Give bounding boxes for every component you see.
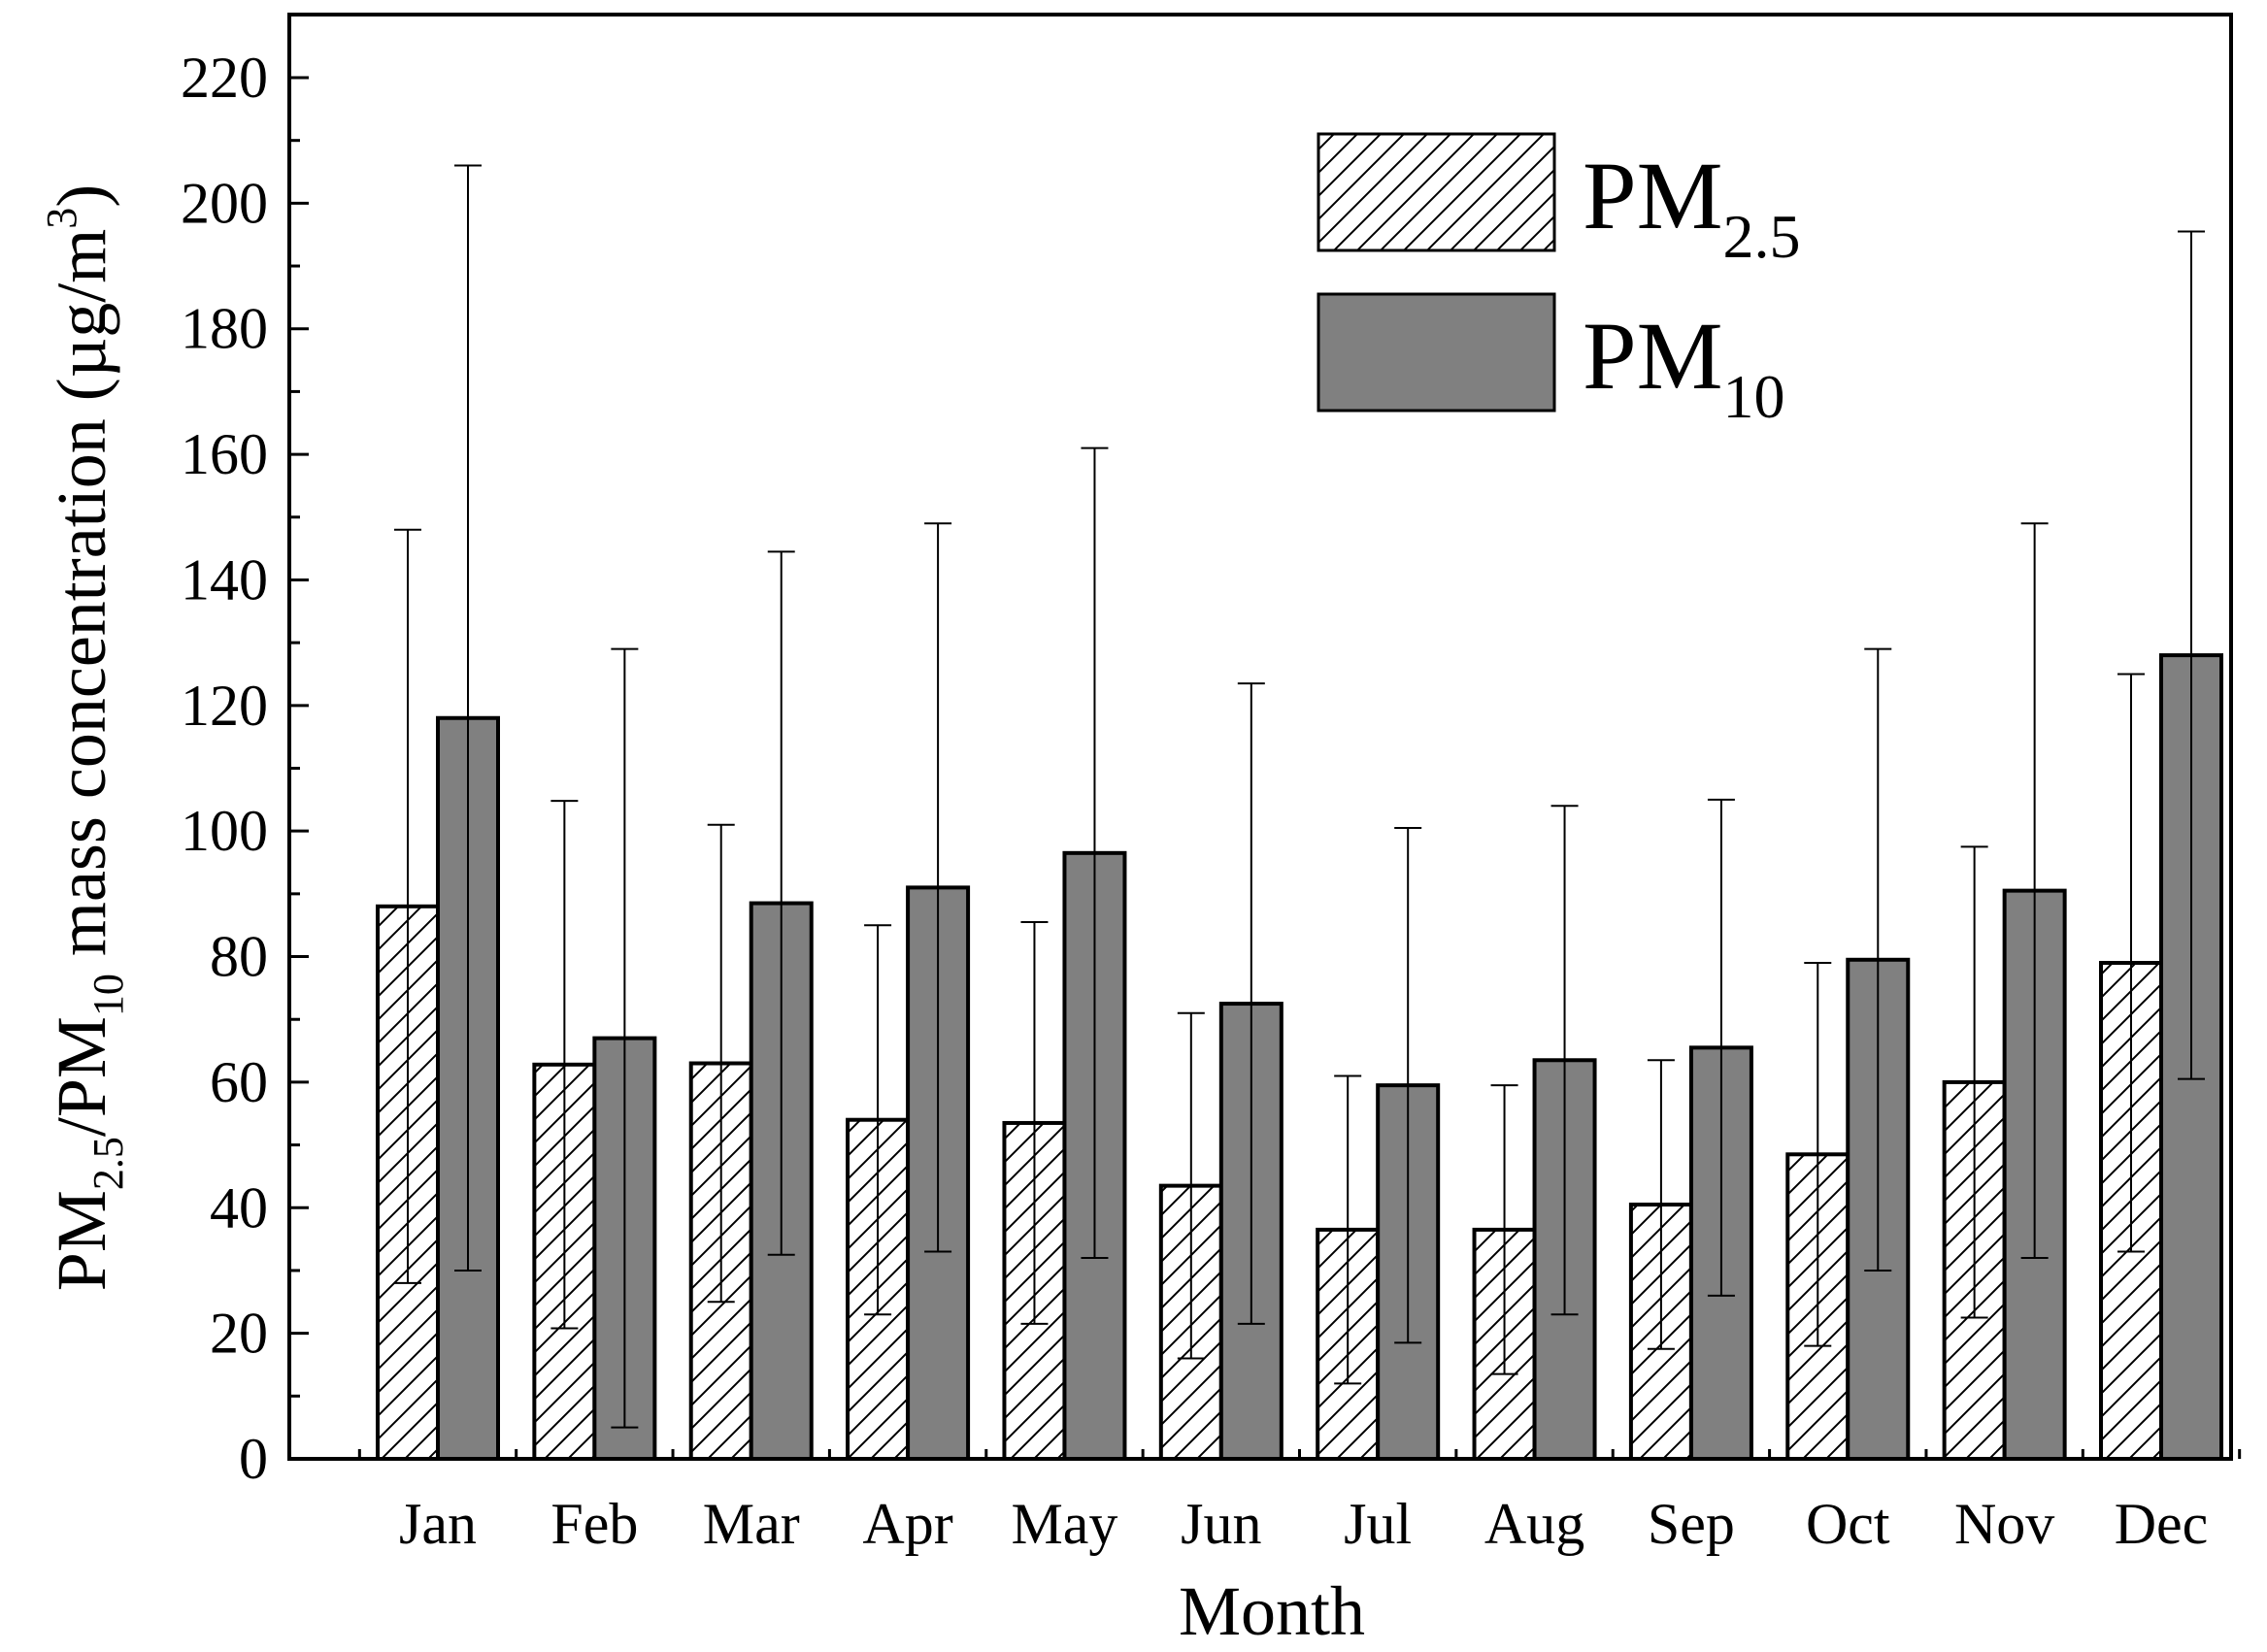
x-axis-title: Month — [1179, 1572, 1365, 1650]
y-tick-label: 0 — [239, 1427, 268, 1491]
legend-label-pm10: PM10 — [1583, 302, 1785, 431]
y-axis-title-sup: 3 — [38, 208, 85, 229]
x-tick-label: Jul — [1344, 1492, 1412, 1556]
x-axis: Jan Feb Mar Apr May Jun Jul Aug Sep Oct Nov Dec — [357, 1449, 2242, 1556]
y-axis-title-suffix: mass concentration (µg/m — [43, 229, 120, 974]
y-axis-title: PM2.5/PM10 mass concentration (µg/m3) — [38, 184, 132, 1291]
y-axis-title-sub2: 10 — [84, 974, 132, 1016]
y-tick-label: 80 — [210, 925, 268, 989]
x-tick-label: Oct — [1806, 1492, 1890, 1556]
x-tick-label: Sep — [1648, 1492, 1735, 1556]
x-tick-label: May — [1011, 1492, 1117, 1556]
y-axis: 0 20 40 60 80 100 120 140 160 180 200 220 — [181, 46, 309, 1491]
legend: PM2.5 PM10 — [1317, 132, 1801, 431]
bars-group — [376, 653, 2223, 1462]
legend-swatch-pm25 — [1317, 132, 1556, 252]
y-tick-label: 160 — [181, 422, 268, 486]
x-tick-label: Jan — [399, 1492, 477, 1556]
x-tick-label: Dec — [2115, 1492, 2209, 1556]
error-bars-group — [394, 164, 2205, 1429]
y-tick-label: 200 — [181, 171, 268, 235]
y-tick-label: 220 — [181, 46, 268, 110]
x-tick-label: Jun — [1181, 1492, 1261, 1556]
y-axis-title-prefix: PM — [43, 1190, 120, 1291]
x-tick-label: Nov — [1954, 1492, 2054, 1556]
y-tick-label: 100 — [181, 799, 268, 863]
x-tick-label: Mar — [703, 1492, 800, 1556]
y-tick-label: 140 — [181, 547, 268, 611]
y-tick-label: 20 — [210, 1302, 268, 1366]
y-axis-title-middle: /PM — [43, 1016, 120, 1137]
legend-swatch-pm10 — [1317, 292, 1556, 413]
x-tick-label: Aug — [1484, 1492, 1584, 1556]
y-tick-label: 40 — [210, 1175, 268, 1239]
x-tick-label: Feb — [550, 1492, 638, 1556]
y-tick-label: 180 — [181, 297, 268, 361]
y-axis-title-close: ) — [43, 184, 120, 208]
y-tick-label: 120 — [181, 674, 268, 738]
x-tick-label: Apr — [862, 1492, 952, 1556]
legend-label-pm25: PM2.5 — [1583, 142, 1801, 271]
y-axis-title-sub1: 2.5 — [84, 1137, 132, 1190]
y-tick-label: 60 — [210, 1050, 268, 1114]
